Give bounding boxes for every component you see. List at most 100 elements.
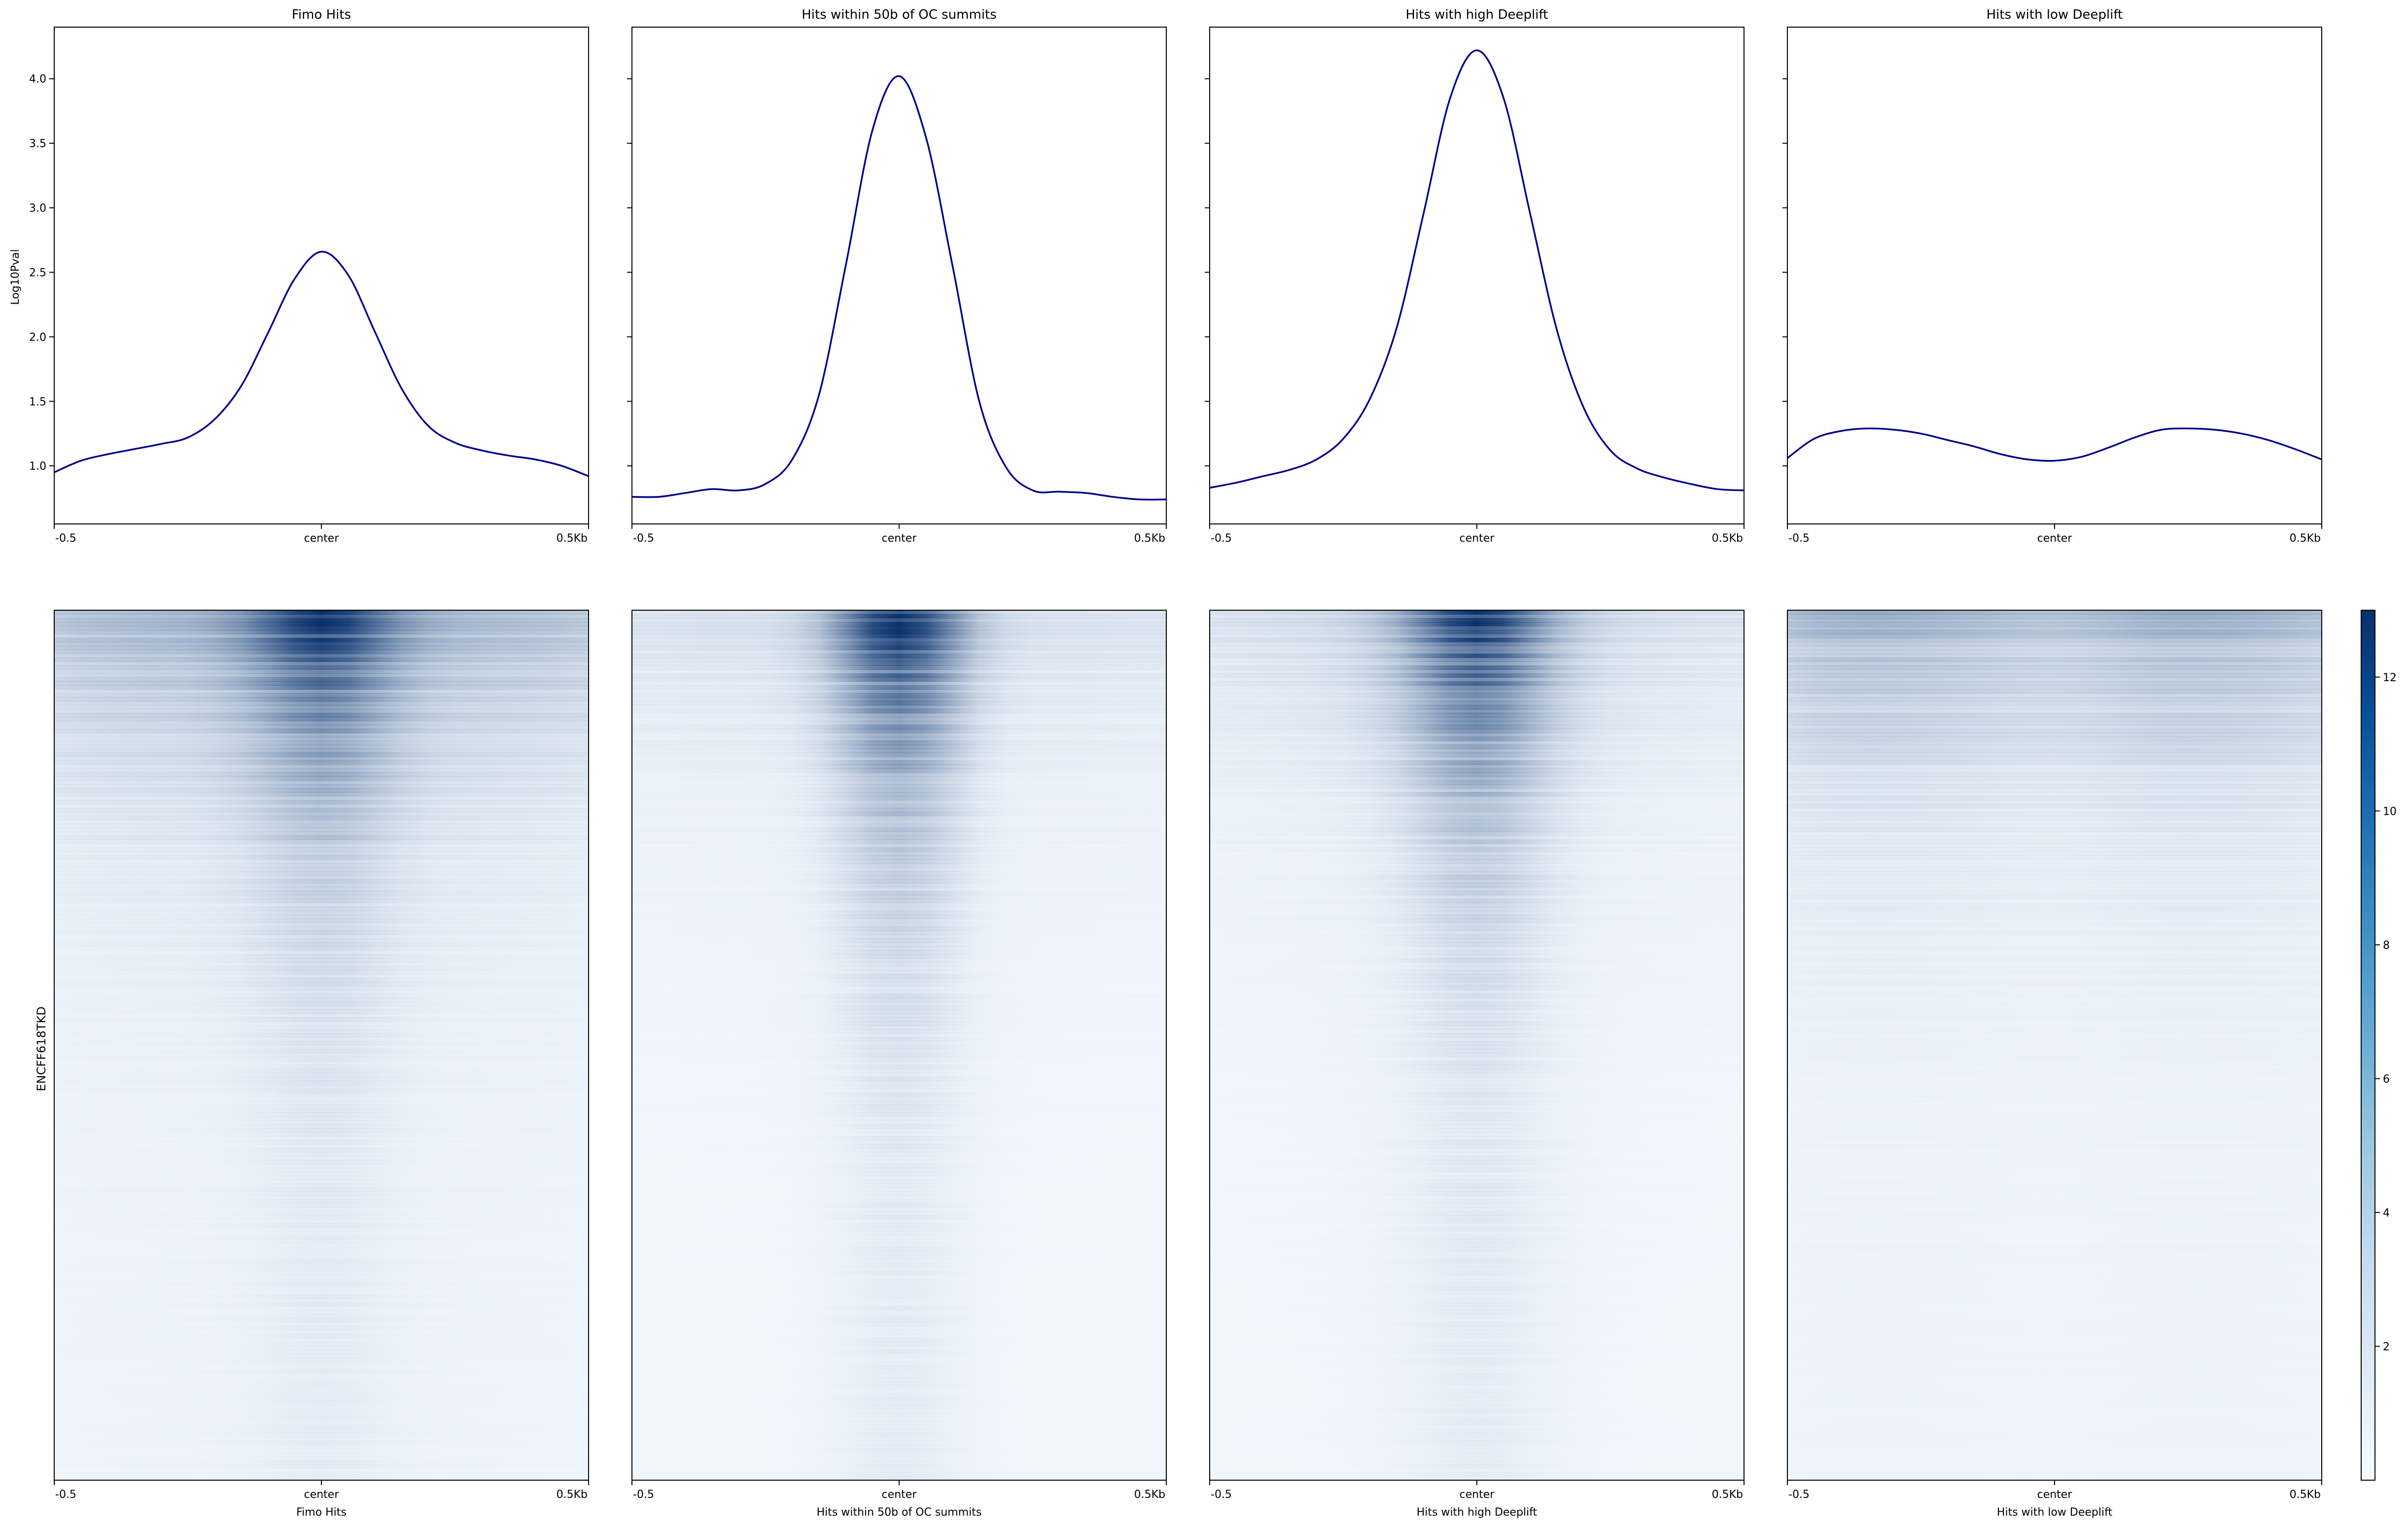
heatmap-band (1210, 650, 1744, 654)
heatmap-band (1787, 847, 2322, 852)
heatmap-band (1210, 1021, 1744, 1026)
heatmap-band (1210, 1156, 1744, 1160)
heatmap-band (632, 835, 1166, 840)
heatmap-band (1787, 1057, 2322, 1062)
heatmap-band (632, 879, 1166, 884)
heatmap-band (54, 1092, 589, 1097)
heatmap-band (54, 1326, 589, 1330)
heatmap-band (1210, 697, 1744, 702)
heatmap-band (632, 839, 1166, 844)
heatmap-band (1787, 808, 2322, 812)
colorbar-tick-label-0: 2 (2383, 1341, 2390, 1353)
heatmap-band (632, 1266, 1166, 1271)
heatmap-band (1210, 966, 1744, 971)
heatmap-band (54, 1452, 589, 1457)
heatmap-band (54, 1006, 589, 1010)
heatmap-band (632, 986, 1166, 990)
heatmap-band (54, 1025, 589, 1030)
heatmap-band (1210, 1298, 1744, 1303)
heatmap-band (54, 748, 589, 753)
heatmap-band (1210, 1456, 1744, 1461)
heatmap-band (54, 1061, 589, 1066)
heatmap-band (632, 748, 1166, 753)
heatmap-band (1787, 732, 2322, 737)
heatmap-band (632, 701, 1166, 706)
heatmap-xlabel-1: Hits within 50b of OC summits (817, 1506, 982, 1519)
heatmap-band (1787, 665, 2322, 670)
heatmap-band (1210, 1338, 1744, 1342)
heatmap-band (632, 1330, 1166, 1334)
heatmap-xtick-label-1-2: 0.5Kb (1134, 1489, 1165, 1501)
heatmap-band (1787, 1373, 2322, 1378)
heatmap-band (54, 622, 589, 626)
heatmap-band (632, 800, 1166, 804)
heatmap-band (1210, 1092, 1744, 1097)
heatmap-xtick-label-2-2: 0.5Kb (1712, 1489, 1743, 1501)
heatmap-band (632, 1073, 1166, 1077)
heatmap-band (632, 1262, 1166, 1267)
heatmap-band (632, 1108, 1166, 1113)
heatmap-band (54, 1156, 589, 1160)
heatmap-band (54, 1369, 589, 1374)
heatmap-band (1787, 1361, 2322, 1366)
heatmap-band (54, 918, 589, 923)
heatmap-band (1787, 994, 2322, 998)
panels: Fimo Hits 1.0 1.5 2.0 2.5 3.0 3.5 4.0 -0.5 center… (29, 7, 2322, 1519)
heatmap-band (632, 756, 1166, 761)
heatmap-band (1787, 863, 2322, 868)
heatmap-band (1787, 1191, 2322, 1196)
heatmap-band (632, 1132, 1166, 1137)
heatmap-xtick-label-3-2: 0.5Kb (2290, 1489, 2321, 1501)
heatmap-band (54, 788, 589, 793)
heatmap-1 (632, 610, 1166, 1481)
heatmap-band (1787, 1089, 2322, 1093)
heatmap-band (54, 618, 589, 623)
heatmap-band (54, 1365, 589, 1370)
heatmap-0 (54, 610, 589, 1481)
heatmap-band (1787, 887, 2322, 892)
panel-3: Hits with low Deeplift -0.5 center 0.5Kb -0.… (1782, 7, 2322, 1519)
heatmap-band (1787, 1120, 2322, 1125)
heatmap-band (54, 736, 589, 741)
heatmap-band (1787, 843, 2322, 848)
heatmap-band (54, 764, 589, 769)
heatmap-band (54, 1381, 589, 1386)
heatmap-band (1787, 705, 2322, 710)
heatmap-band (1210, 1100, 1744, 1105)
heatmap-band (1787, 658, 2322, 662)
heatmap-band (1210, 867, 1744, 872)
heatmap-band (1787, 642, 2322, 646)
heatmap-band (1210, 899, 1744, 903)
heatmap-band (54, 1449, 589, 1453)
heatmap-band (632, 630, 1166, 634)
heatmap-band (1787, 650, 2322, 654)
heatmap-band (54, 634, 589, 638)
heatmap-band (1210, 1306, 1744, 1311)
heatmap-band (632, 760, 1166, 765)
heatmap-band (1210, 669, 1744, 674)
heatmap-band (1210, 978, 1744, 982)
profile-title-1: Hits within 50b of OC summits (802, 7, 997, 22)
heatmap-band (1787, 1223, 2322, 1228)
heatmap-band (1210, 701, 1744, 706)
heatmap-band (1210, 752, 1744, 757)
heatmap-band (54, 1191, 589, 1196)
heatmap-band (1210, 1346, 1744, 1350)
heatmap-band (1787, 867, 2322, 872)
heatmap-band (1210, 1417, 1744, 1422)
heatmap-band (1787, 1124, 2322, 1129)
heatmap-band (1210, 1254, 1744, 1259)
heatmap-band (54, 1377, 589, 1382)
heatmap-band (1787, 1227, 2322, 1232)
heatmap-band (54, 1029, 589, 1034)
heatmap-band (1787, 1116, 2322, 1121)
heatmap-band (1787, 832, 2322, 836)
heatmap-band (632, 1180, 1166, 1184)
heatmap-band (54, 1088, 589, 1093)
heatmap-band (1210, 986, 1744, 990)
heatmap-band (1210, 1476, 1744, 1481)
heatmap-band (632, 1088, 1166, 1093)
heatmap-band (632, 1342, 1166, 1346)
heatmap-band (1210, 1393, 1744, 1398)
heatmap-band (1210, 1104, 1744, 1109)
